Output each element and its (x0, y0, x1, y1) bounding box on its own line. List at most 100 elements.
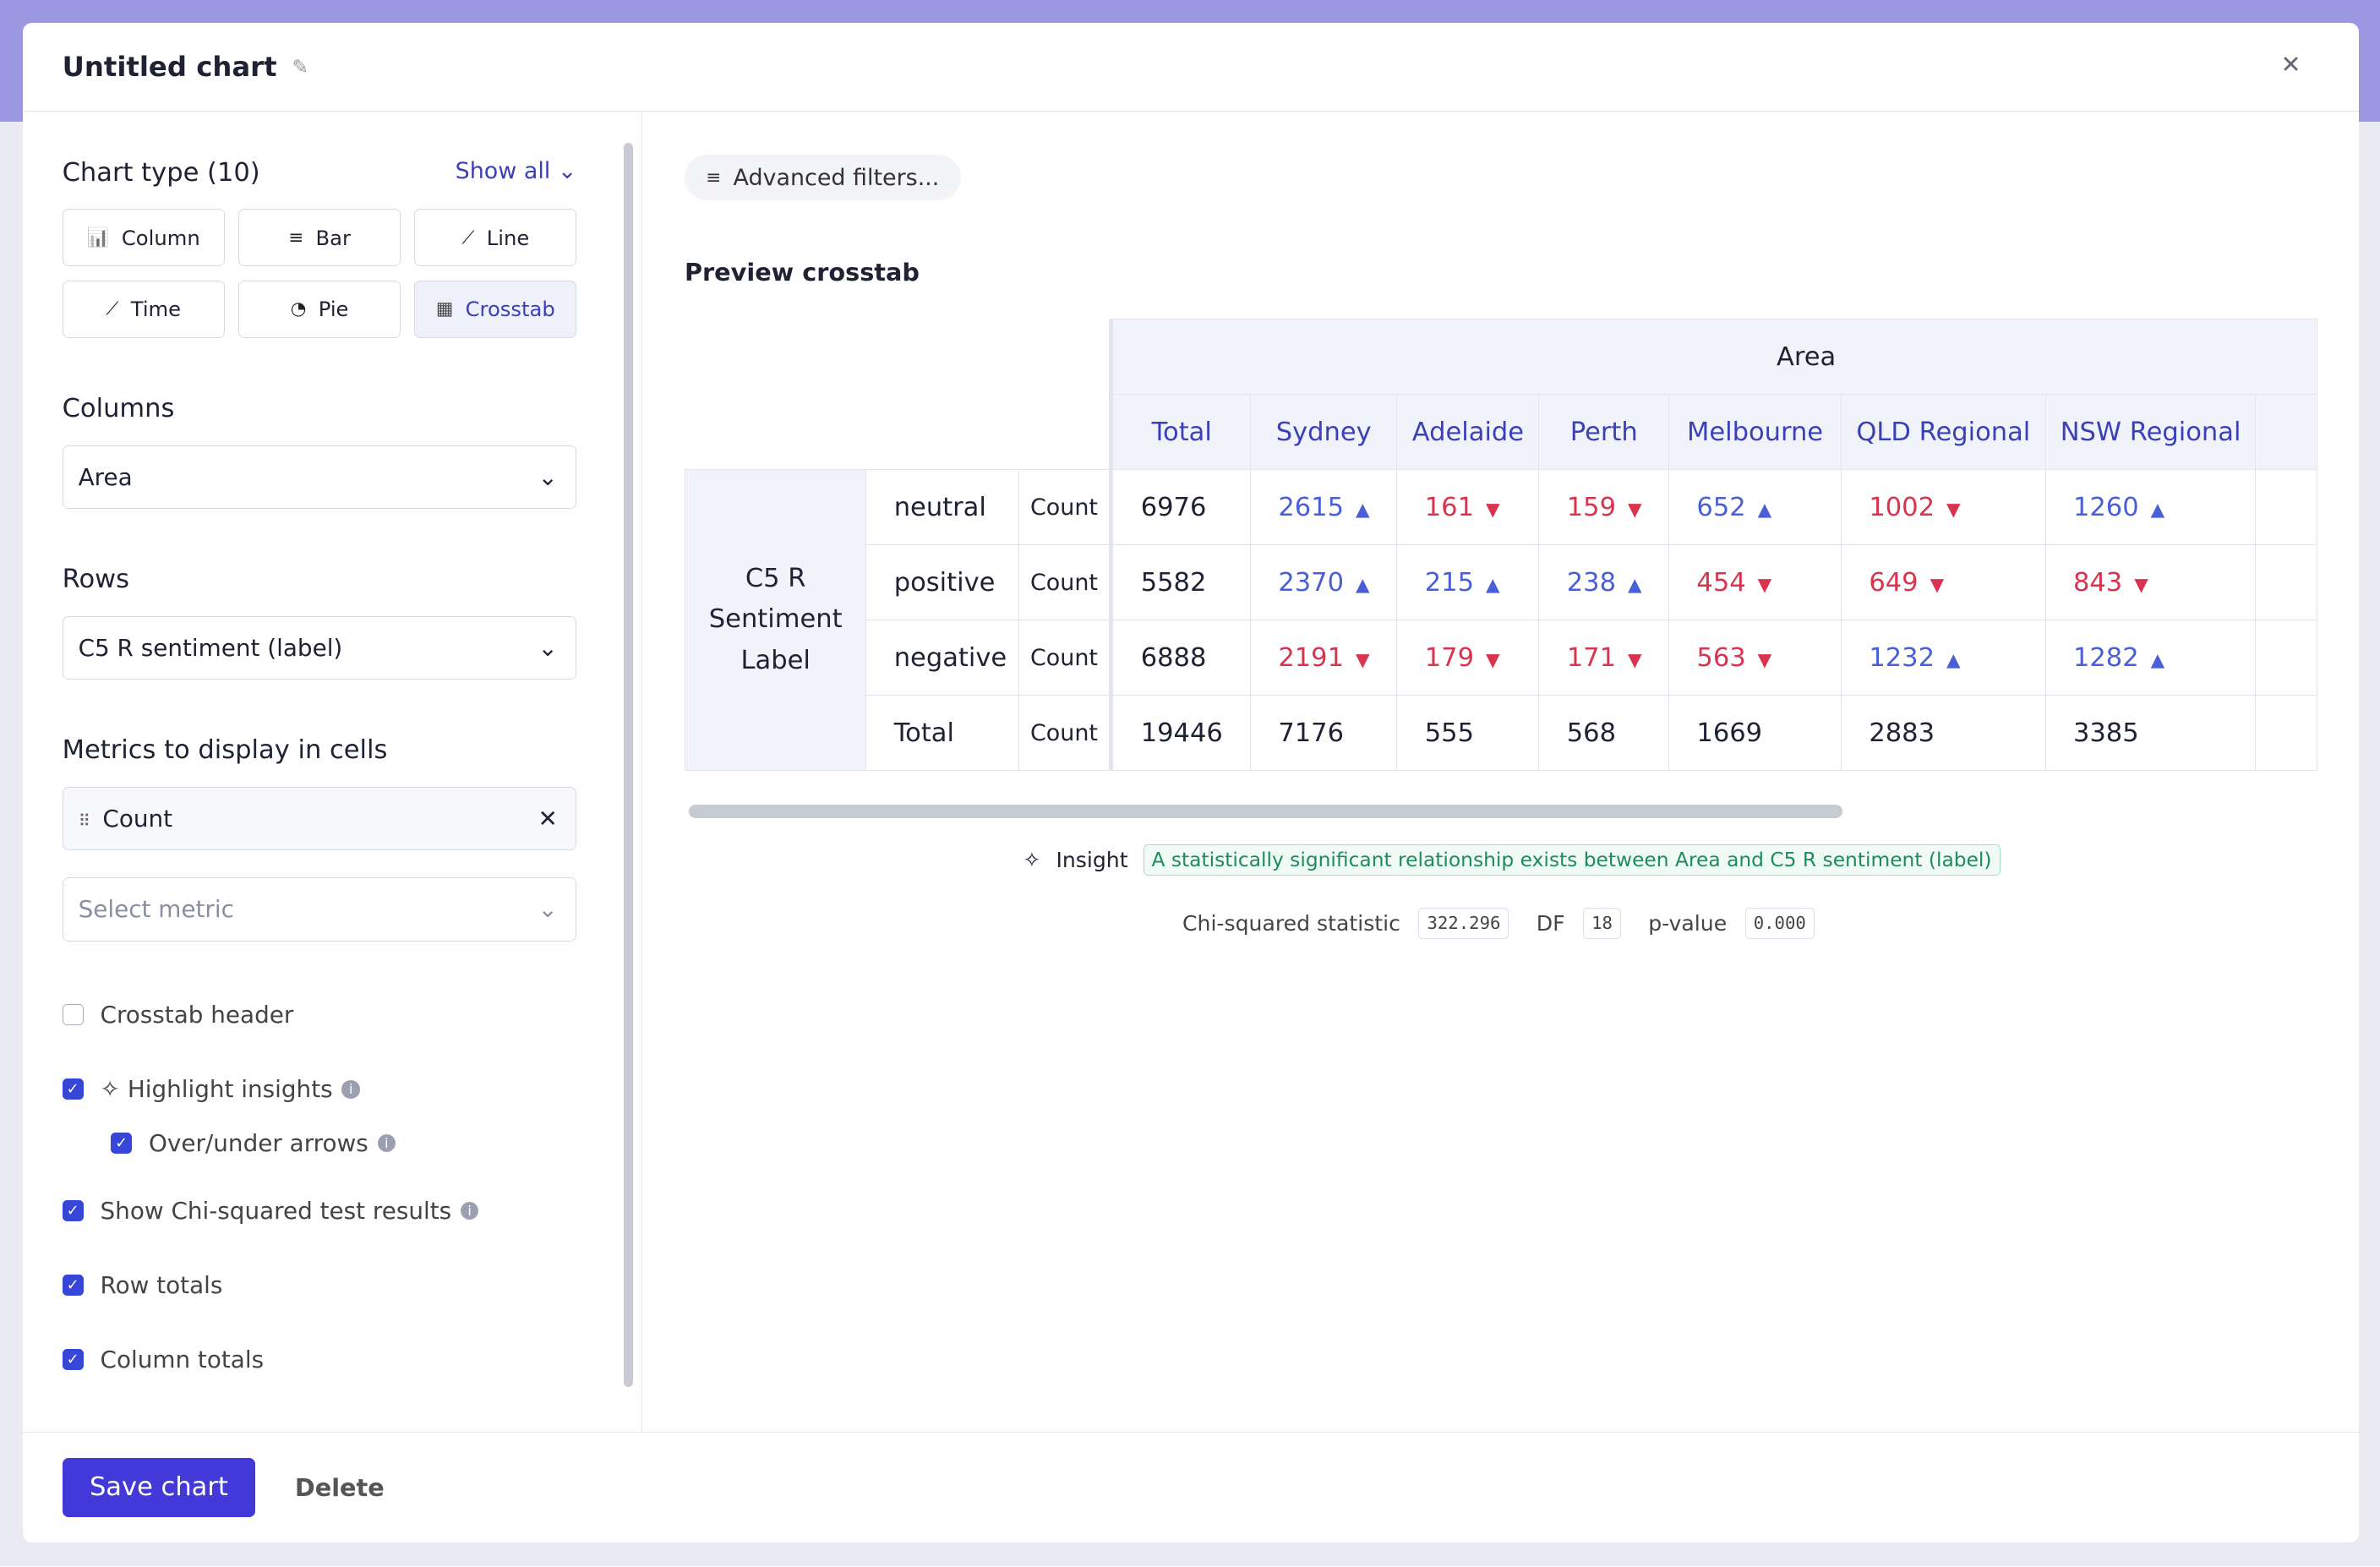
column-header (2255, 394, 2318, 471)
row-label: Total (865, 695, 1019, 772)
option-label: Show Chi-squared test results (100, 1196, 452, 1225)
section-label: Chart type (10) (62, 157, 260, 188)
cell (2255, 695, 2318, 772)
direction-arrow: ▼ (1622, 499, 1642, 521)
checkbox[interactable]: ✓ (62, 1078, 84, 1100)
metric-name: Count (102, 804, 173, 833)
cell: 19446 (1111, 695, 1252, 772)
stat-value: 322.296 (1418, 907, 1509, 939)
direction-arrow: ▼ (1924, 574, 1945, 596)
metric-label: Count (1018, 469, 1114, 546)
chart-type-button[interactable]: ⟋ Time (62, 280, 225, 338)
option: ✓ Column totals (62, 1322, 641, 1396)
modal-header: Untitled chart ✎ (22, 23, 2359, 112)
cell-value: 1232 (1869, 642, 1935, 673)
option: ✓ Row totals (62, 1248, 641, 1322)
section-label: Metrics to display in cells (62, 735, 388, 766)
type-label[interactable]: Time (130, 297, 182, 322)
row-label: negative (865, 620, 1019, 696)
direction-arrow: ▼ (1622, 649, 1642, 671)
cell-value: 2370 (1278, 567, 1345, 598)
chart-type-button[interactable]: ⟋ Line (414, 208, 577, 267)
cell-value: 1002 (1869, 492, 1935, 522)
type-label[interactable]: Crosstab (465, 297, 555, 322)
cell: 6976 (1111, 469, 1252, 546)
checkbox[interactable]: ✓ (111, 1132, 133, 1155)
sidebar: Chart type (10) Show all ⌄ 📊 Column ≡ Bar ⟋ L… (23, 112, 642, 1433)
checkbox[interactable]: ✓ (62, 1348, 84, 1370)
direction-arrow: ▼ (2128, 574, 2148, 596)
chart-type-button[interactable]: ▦ Crosstab (414, 280, 577, 338)
checkbox[interactable] (62, 1004, 84, 1026)
remove-metric[interactable]: ✕ (538, 804, 558, 833)
h-scrollbar[interactable] (689, 804, 1843, 818)
cell: 843 ▼ (2044, 544, 2257, 621)
save-button[interactable]: Save chart (62, 1457, 256, 1518)
type-label[interactable]: Column (121, 225, 200, 250)
option: Crosstab header (62, 978, 641, 1052)
info-icon: i (341, 1079, 360, 1099)
column-header[interactable]: Total (1111, 394, 1252, 471)
type-icon: ◔ (290, 298, 307, 320)
advanced-filters[interactable]: ≡ Advanced filters... (684, 155, 961, 201)
cell-value: 652 (1696, 492, 1746, 522)
edit-icon[interactable]: ✎ (292, 55, 309, 79)
metric-select[interactable]: Select metric ⌄ (62, 877, 577, 942)
show-all[interactable]: Show all ⌄ (455, 157, 577, 184)
cell-value: 555 (1424, 718, 1474, 748)
show-all-text[interactable]: Show all (455, 157, 551, 184)
rows-select[interactable]: C5 R sentiment (label) ⌄ (62, 615, 577, 680)
cell-value: 5582 (1140, 567, 1207, 598)
chart-type-button[interactable]: 📊 Column (62, 208, 225, 267)
option-label: Over/under arrows (148, 1128, 368, 1157)
close-button[interactable]: ✕ (2280, 50, 2301, 79)
type-label[interactable]: Line (486, 225, 530, 250)
insight-label: Insight (1056, 847, 1128, 872)
cell-value: 2615 (1278, 492, 1345, 522)
columns-select[interactable]: Area ⌄ (62, 445, 577, 509)
header-row: Total Sydney Adelaide Perth Melbourne QLD Reg… (685, 394, 2318, 471)
stat-label: DF (1536, 910, 1565, 936)
column-header[interactable]: Perth (1538, 394, 1670, 471)
cell (2255, 620, 2318, 696)
direction-arrow: ▼ (1480, 649, 1500, 671)
cell-value: 2883 (1869, 718, 1935, 748)
column-header[interactable]: Melbourne (1668, 394, 1842, 471)
filters-text[interactable]: Advanced filters... (733, 164, 940, 191)
cell: 652 ▲ (1668, 469, 1842, 546)
column-header[interactable]: QLD Regional (1841, 394, 2046, 471)
column-header[interactable]: Sydney (1250, 394, 1398, 471)
row-label: positive (865, 544, 1019, 621)
stat-value: 0.000 (1744, 907, 1815, 939)
chart-type-row: Chart type (10) Show all ⌄ (63, 158, 577, 209)
column-header[interactable]: Adelaide (1396, 394, 1540, 471)
column-header[interactable]: NSW Regional (2044, 394, 2257, 471)
metric-label: Count (1018, 695, 1114, 772)
scrollbar[interactable] (624, 142, 633, 1388)
option-label: Highlight insights (127, 1075, 333, 1104)
drag-handle[interactable]: ⠿ (78, 811, 91, 831)
type-icon: ⟋ (106, 298, 119, 320)
cell: 238 ▲ (1538, 544, 1670, 621)
delete-button[interactable]: Delete (294, 1472, 385, 1502)
option-label: Column totals (100, 1345, 265, 1373)
cell: 159 ▼ (1538, 469, 1670, 546)
cell-value: 2191 (1278, 642, 1345, 673)
metric-chip[interactable]: ⠿ Count ✕ (62, 786, 577, 850)
chart-type-button[interactable]: ≡ Bar (237, 208, 401, 267)
column-group: Area (1111, 319, 2318, 396)
checkbox[interactable]: ✓ (62, 1199, 84, 1221)
chart-title[interactable]: Untitled chart (62, 51, 277, 84)
type-label[interactable]: Bar (315, 225, 351, 250)
insight-icon: ✧ (1023, 847, 1041, 872)
type-label[interactable]: Pie (318, 297, 349, 322)
cell: 563 ▼ (1668, 620, 1842, 696)
checkbox[interactable]: ✓ (62, 1274, 84, 1296)
chi-stats: Chi-squared statistic 322.296 DF 18 p-value 0… (1182, 907, 1842, 939)
info-icon: i (377, 1133, 396, 1153)
data-row: negative Count 6888 2191 ▼ 179 ▼ 171 ▼ 563 ▼ 12… (685, 620, 2318, 696)
chart-type-button[interactable]: ◔ Pie (237, 280, 401, 338)
type-icon: 📊 (86, 227, 110, 248)
options: Crosstab header ✓ ✧ Highlight insights i ✓ Ove… (62, 978, 641, 1397)
